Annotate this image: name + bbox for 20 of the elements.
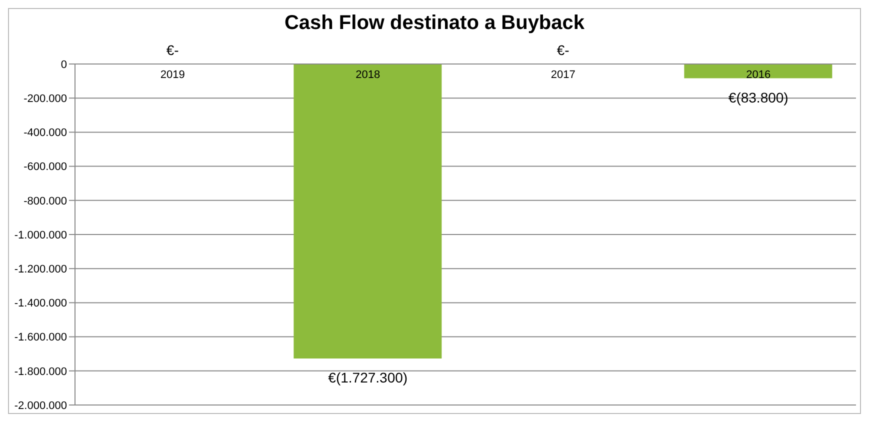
x-tick-label: 2017: [550, 69, 576, 81]
y-tick-label: -1.600.000: [14, 332, 67, 344]
y-tick-label: -2.000.000: [14, 400, 67, 412]
y-tick-label: -1.000.000: [14, 229, 67, 242]
x-tick-label: 2019: [160, 69, 185, 81]
data-label: €-: [166, 42, 180, 58]
y-tick-label: -800.000: [24, 195, 67, 208]
data-label: €-: [556, 42, 570, 58]
y-tick-label: -400.000: [24, 127, 67, 140]
y-tick-label: 0: [60, 58, 67, 71]
y-tick-label: -1.200.000: [14, 264, 67, 276]
data-label: €(1.727.300): [328, 370, 408, 386]
y-tick-label: -1.400.000: [14, 298, 67, 310]
data-label: €(83.800): [728, 89, 788, 106]
y-tick-label: -1.800.000: [14, 366, 67, 378]
y-tick-label: -200.000: [24, 93, 67, 106]
x-tick-label: 2018: [356, 69, 380, 81]
y-tick-label: -600.000: [24, 161, 67, 174]
chart-title: Cash Flow destinato a Buyback: [283, 11, 586, 36]
x-tick-label: 2016: [746, 69, 771, 81]
